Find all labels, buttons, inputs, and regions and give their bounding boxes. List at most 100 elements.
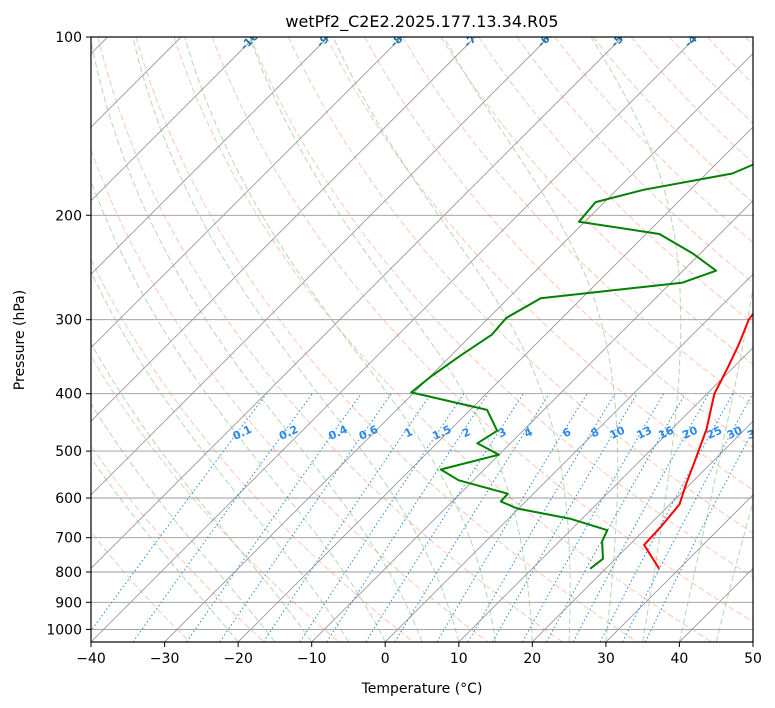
mixing-ratio-line	[572, 393, 710, 642]
dry-adiabat-line	[249, 37, 753, 578]
mixing-ratio-label: 2	[460, 425, 472, 440]
mixing-ratio-line	[467, 393, 616, 642]
moist-adiabat-line	[91, 270, 349, 642]
temperature-profile	[643, 312, 753, 570]
mixing-ratio-line	[522, 393, 665, 642]
isotherm-label: -30	[756, 27, 775, 50]
dry-adiabat-line	[91, 530, 191, 642]
dry-adiabat-line	[91, 148, 489, 642]
x-tick-label: 20	[523, 651, 541, 667]
dry-adiabat-line	[91, 355, 340, 642]
y-tick-label: 100	[55, 30, 82, 46]
isotherm-line	[384, 273, 753, 642]
y-tick-label: 400	[55, 387, 82, 403]
isotherm-line	[237, 126, 753, 642]
mixing-ratio-line	[263, 393, 432, 642]
moist-adiabat-line	[443, 37, 619, 642]
y-tick-label: 600	[55, 491, 82, 507]
x-tick-label: 50	[744, 651, 762, 667]
mixing-ratio-label: 0.4	[326, 423, 349, 443]
moist-adiabat-line	[91, 38, 423, 642]
mixing-ratio-label: 13	[635, 424, 654, 442]
isotherm-label: -40	[682, 27, 705, 50]
dry-adiabat-line	[91, 445, 265, 642]
mixing-ratio-label: 10	[608, 424, 628, 442]
dry-adiabat-line	[211, 37, 753, 623]
mixing-ratio-label: 3	[496, 425, 508, 440]
mixing-ratio-line	[299, 393, 465, 642]
moist-adiabat-line	[91, 402, 276, 642]
moist-adiabat-line	[332, 37, 571, 642]
x-tick-label: 0	[381, 651, 390, 667]
dry-adiabat-line	[440, 37, 753, 365]
mixing-ratio-label: 6	[561, 425, 574, 440]
x-tick-label: −40	[76, 651, 106, 667]
isotherm-line	[91, 37, 476, 422]
dry-adiabat-line	[97, 37, 563, 642]
mixing-ratio-label: 36	[745, 424, 765, 442]
y-tick-label: 900	[55, 595, 82, 611]
moist-adiabat-line	[91, 179, 386, 642]
isotherm-label: -50	[608, 27, 631, 50]
x-tick-label: −30	[150, 651, 180, 667]
moist-adiabat-line	[249, 37, 533, 642]
mixing-ratio-label: 1.5	[430, 423, 453, 443]
isotherm-line	[752, 641, 753, 642]
y-axis-label: Pressure (hPa)	[12, 290, 28, 390]
moist-adiabat-line	[184, 37, 497, 642]
isotherm-line	[458, 347, 753, 642]
y-tick-label: 300	[55, 313, 82, 329]
mixing-ratio-line	[326, 393, 489, 642]
isotherm-line	[311, 200, 753, 642]
x-tick-label: 30	[597, 651, 615, 667]
x-tick-label: −20	[223, 651, 253, 667]
moist-adiabat-line	[715, 500, 753, 642]
isotherm-line	[91, 37, 550, 496]
mixing-ratio-label: 4	[522, 425, 535, 440]
y-tick-label: 700	[55, 531, 82, 547]
dry-adiabat-line	[135, 37, 638, 642]
y-tick-label: 800	[55, 565, 82, 581]
moist-adiabat-line	[91, 342, 313, 642]
plot-frame	[90, 36, 754, 643]
x-axis-label: Temperature (°C)	[361, 681, 483, 697]
isotherm-line	[531, 420, 753, 642]
dry-adiabat-line	[554, 37, 753, 244]
moist-adiabat-line	[590, 37, 682, 642]
isotherm-line	[91, 37, 623, 570]
mixing-ratio-line	[186, 393, 362, 642]
mixing-ratio-label: 1	[402, 425, 414, 440]
dry-adiabat-line	[630, 37, 753, 164]
mixing-ratio-line	[546, 393, 686, 642]
mixing-ratio-line	[492, 393, 638, 642]
dewpoint-profile	[410, 163, 753, 570]
isotherm-line	[91, 37, 697, 642]
dry-adiabat-line	[364, 37, 753, 449]
mixing-ratio-label: 0.6	[357, 423, 380, 443]
mixing-ratio-line	[644, 429, 753, 642]
dry-adiabat-line	[592, 37, 753, 204]
moist-adiabat-line	[132, 37, 460, 642]
isotherm-line	[91, 37, 256, 202]
y-tick-label: 200	[55, 208, 82, 224]
isotherm-line	[91, 37, 329, 275]
dry-adiabat-line	[173, 37, 713, 642]
mixing-ratio-label: 16	[656, 424, 676, 442]
mixing-ratio-label: 20	[680, 424, 700, 442]
mixing-ratio-line	[436, 393, 588, 642]
dry-adiabat-line	[402, 37, 753, 407]
dry-adiabat-line	[91, 258, 414, 642]
mixing-ratio-label: 30	[725, 424, 745, 442]
chart-title: wetPf2_C2E2.2025.177.13.34.R05	[285, 12, 558, 32]
dry-adiabat-line	[745, 37, 753, 46]
moist-adiabat-line	[91, 456, 239, 642]
moist-adiabat-line	[678, 284, 753, 642]
dry-adiabat-line	[478, 37, 753, 324]
isotherm-line	[679, 567, 753, 642]
dry-adiabat-line	[669, 37, 753, 125]
mixing-ratio-label: 25	[705, 424, 724, 442]
isotherm-line	[605, 494, 753, 642]
x-tick-label: −10	[297, 651, 327, 667]
y-tick-label: 1000	[46, 622, 82, 638]
y-tick-label: 500	[55, 444, 82, 460]
